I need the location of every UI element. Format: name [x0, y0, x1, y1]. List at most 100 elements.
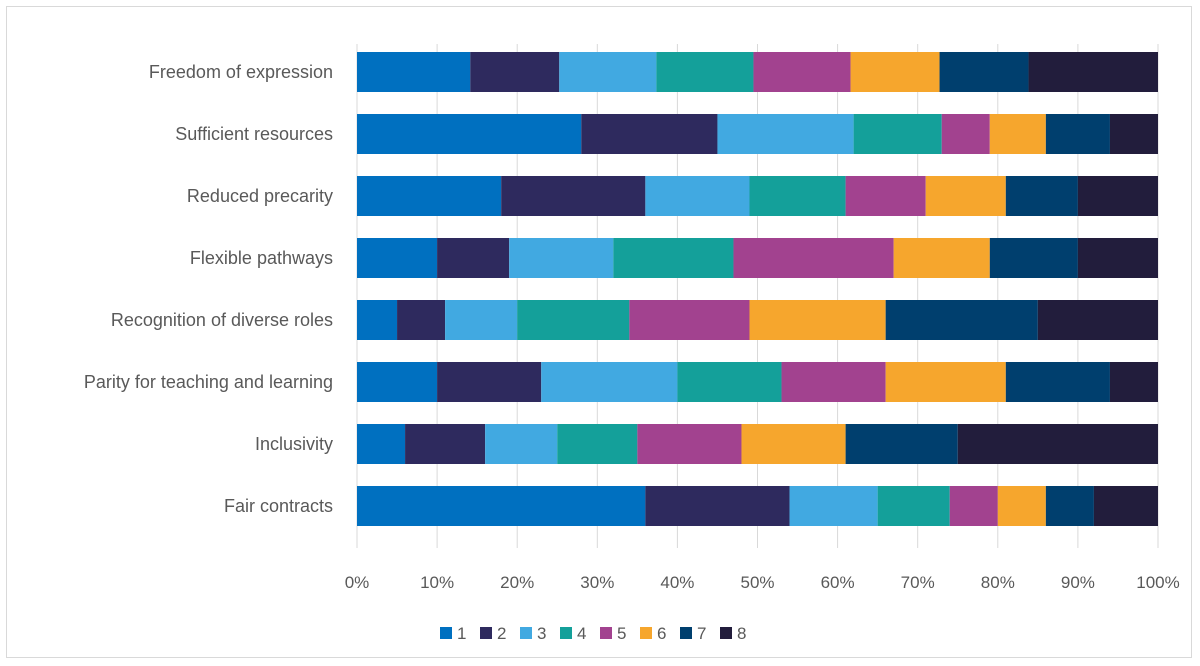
- legend-swatch: [680, 627, 692, 639]
- bar-segment-series-7: [939, 52, 1029, 92]
- bar-segment-series-2: [645, 486, 790, 526]
- bar-segment-series-3: [509, 238, 614, 278]
- bar-segment-series-7: [885, 300, 1038, 340]
- bar-segment-series-5: [733, 238, 894, 278]
- bar-segment-series-7: [845, 424, 958, 464]
- bar-segment-series-4: [613, 238, 734, 278]
- bar-segment-series-3: [559, 52, 657, 92]
- legend-swatch: [480, 627, 492, 639]
- legend-label: 2: [497, 624, 506, 643]
- category-label: Flexible pathways: [190, 248, 333, 268]
- bar-segment-series-3: [541, 362, 678, 402]
- bar-segment-series-3: [717, 114, 854, 154]
- bar-segment-series-5: [637, 424, 742, 464]
- legend-label: 5: [617, 624, 626, 643]
- legend-label: 1: [457, 624, 466, 643]
- x-tick-label: 0%: [345, 573, 370, 592]
- bar-segment-series-1: [357, 486, 646, 526]
- bar-segment-series-8: [1109, 114, 1158, 154]
- bar-segment-series-2: [405, 424, 486, 464]
- category-label: Parity for teaching and learning: [84, 372, 333, 392]
- legend-label: 4: [577, 624, 586, 643]
- bar-segment-series-2: [470, 52, 560, 92]
- bar-segment-series-2: [437, 238, 510, 278]
- category-label: Inclusivity: [255, 434, 333, 454]
- category-labels: Freedom of expression Sufficient resource…: [84, 62, 333, 516]
- bar-segment-series-8: [1093, 486, 1158, 526]
- legend-swatch: [520, 627, 532, 639]
- bar-segment-series-8: [1028, 52, 1158, 92]
- bar-segment-series-4: [557, 424, 638, 464]
- bar-segment-series-3: [645, 176, 750, 216]
- bar-segment-series-6: [997, 486, 1046, 526]
- x-tick-label: 60%: [821, 573, 855, 592]
- bar-segment-series-1: [357, 362, 438, 402]
- bar-segment-series-6: [749, 300, 886, 340]
- bar-segment-series-3: [789, 486, 878, 526]
- category-label: Freedom of expression: [149, 62, 333, 82]
- bar-segment-series-8: [1077, 238, 1158, 278]
- bar-segment-series-4: [877, 486, 950, 526]
- legend-label: 7: [697, 624, 706, 643]
- bar-segment-series-8: [1077, 176, 1158, 216]
- bar-segment-series-4: [749, 176, 846, 216]
- x-tick-label: 80%: [981, 573, 1015, 592]
- bars: [357, 52, 1158, 526]
- x-tick-label: 100%: [1136, 573, 1179, 592]
- bar-segment-series-3: [445, 300, 518, 340]
- bar-segment-series-1: [357, 300, 398, 340]
- bar-segment-series-7: [1005, 362, 1110, 402]
- x-tick-label: 70%: [901, 573, 935, 592]
- category-label: Sufficient resources: [175, 124, 333, 144]
- bar-segment-series-5: [941, 114, 990, 154]
- bar-segment-series-1: [357, 424, 406, 464]
- bar-segment-series-8: [957, 424, 1158, 464]
- x-tick-label: 30%: [580, 573, 614, 592]
- legend-swatch: [560, 627, 572, 639]
- bar-segment-series-6: [893, 238, 990, 278]
- bar-segment-series-4: [517, 300, 630, 340]
- bar-segment-series-4: [677, 362, 782, 402]
- legend-swatch: [640, 627, 652, 639]
- bar-segment-series-6: [741, 424, 846, 464]
- bar-segment-series-1: [357, 52, 471, 92]
- bar-segment-series-1: [357, 176, 502, 216]
- x-tick-label: 90%: [1061, 573, 1095, 592]
- legend-swatch: [600, 627, 612, 639]
- bar-segment-series-5: [629, 300, 750, 340]
- bar-segment-series-4: [853, 114, 942, 154]
- bar-segment-series-2: [437, 362, 542, 402]
- bar-segment-series-7: [989, 238, 1078, 278]
- bar-segment-series-2: [501, 176, 646, 216]
- bar-segment-series-5: [845, 176, 926, 216]
- legend-label: 6: [657, 624, 666, 643]
- bar-segment-series-5: [753, 52, 851, 92]
- category-label: Fair contracts: [224, 496, 333, 516]
- bar-segment-series-5: [949, 486, 998, 526]
- bar-segment-series-1: [357, 238, 438, 278]
- bar-segment-series-8: [1109, 362, 1158, 402]
- bar-segment-series-5: [781, 362, 886, 402]
- x-axis-tick-labels: 0% 10% 20% 30% 40% 50% 60% 70% 80% 90% 100%: [345, 573, 1180, 592]
- bar-segment-series-6: [925, 176, 1006, 216]
- bar-segment-series-6: [885, 362, 1006, 402]
- legend-swatch: [440, 627, 452, 639]
- x-tick-label: 50%: [740, 573, 774, 592]
- bar-segment-series-6: [850, 52, 940, 92]
- bar-segment-series-7: [1005, 176, 1078, 216]
- bar-segment-series-1: [357, 114, 582, 154]
- category-label: Reduced precarity: [187, 186, 333, 206]
- bar-segment-series-7: [1045, 114, 1110, 154]
- bar-segment-series-3: [485, 424, 558, 464]
- bar-segment-series-4: [656, 52, 754, 92]
- legend: 1 2 3 4 5 6 7 8: [440, 624, 746, 643]
- bar-segment-series-2: [397, 300, 446, 340]
- bar-segment-series-8: [1037, 300, 1158, 340]
- category-label: Recognition of diverse roles: [111, 310, 333, 330]
- bar-segment-series-6: [989, 114, 1046, 154]
- bar-segment-series-7: [1045, 486, 1094, 526]
- x-tick-label: 40%: [660, 573, 694, 592]
- bar-segment-series-2: [581, 114, 718, 154]
- x-tick-label: 20%: [500, 573, 534, 592]
